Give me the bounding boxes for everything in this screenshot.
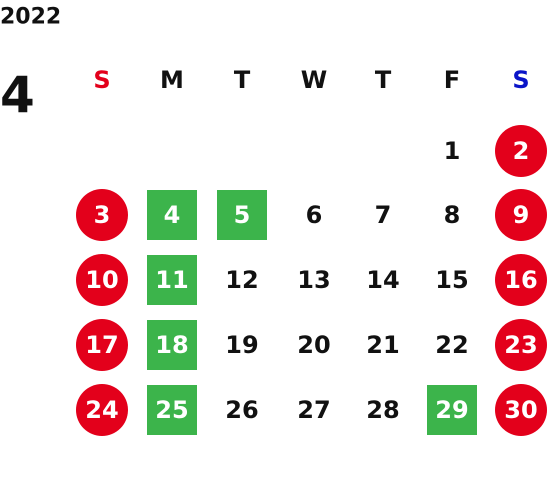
day: 4 (164, 201, 181, 229)
highlight-square (427, 385, 477, 435)
day: 13 (297, 266, 330, 294)
highlight-square (147, 320, 197, 370)
day: 20 (297, 331, 330, 359)
day: 19 (225, 331, 258, 359)
day: 16 (504, 266, 537, 294)
holiday-circle (495, 125, 547, 177)
weekday: T (375, 66, 392, 94)
highlight-square (217, 190, 267, 240)
day: 22 (435, 331, 468, 359)
day: 6 (306, 201, 323, 229)
highlight-square (147, 190, 197, 240)
day: 3 (94, 201, 111, 229)
day: 8 (444, 201, 461, 229)
holiday-circle (76, 254, 128, 306)
holiday-circle (495, 254, 547, 306)
day: 25 (155, 396, 188, 424)
day: 23 (504, 331, 537, 359)
day: 15 (435, 266, 468, 294)
weekday: F (444, 66, 460, 94)
day: 1 (444, 137, 461, 165)
day: 17 (85, 331, 118, 359)
highlight-square (147, 255, 197, 305)
day: 10 (85, 266, 118, 294)
day: 30 (504, 396, 537, 424)
weekday: S (512, 66, 529, 94)
holiday-circle (495, 384, 547, 436)
holiday-circle (495, 319, 547, 371)
highlight-square (147, 385, 197, 435)
holiday-circle (76, 319, 128, 371)
day: 11 (155, 266, 188, 294)
day: 28 (366, 396, 399, 424)
weekday: M (160, 66, 184, 94)
day: 18 (155, 331, 188, 359)
weekday: T (234, 66, 251, 94)
day: 21 (366, 331, 399, 359)
day: 9 (513, 201, 530, 229)
day: 24 (85, 396, 118, 424)
year: 2022 (0, 5, 61, 30)
day: 14 (366, 266, 399, 294)
weekday: S (93, 66, 110, 94)
month: 4 (0, 66, 35, 124)
day: 2 (513, 137, 530, 165)
day: 12 (225, 266, 258, 294)
holiday-circle (495, 189, 547, 241)
weekday: W (301, 66, 327, 94)
day: 7 (375, 201, 392, 229)
day: 29 (435, 396, 468, 424)
day: 26 (225, 396, 258, 424)
day: 27 (297, 396, 330, 424)
holiday-circle (76, 384, 128, 436)
day: 5 (234, 201, 251, 229)
holiday-circle (76, 189, 128, 241)
